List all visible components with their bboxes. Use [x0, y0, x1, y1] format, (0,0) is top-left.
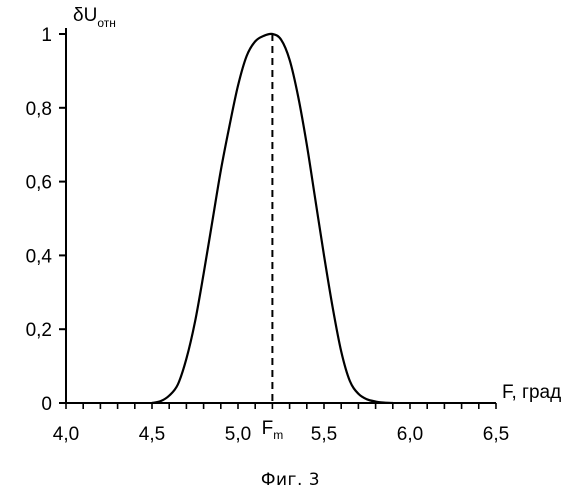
x-tick-label: 4,5 [139, 424, 165, 445]
y-tick-label: 0,4 [26, 246, 53, 267]
x-tick-label: 5,5 [311, 424, 337, 445]
x-tick-label: 6,5 [483, 424, 509, 445]
y-tick-label: 0,8 [26, 99, 52, 120]
axes [66, 28, 496, 403]
fm-label: Fm [262, 418, 284, 442]
figure-caption: Фиг. 3 [0, 470, 581, 490]
y-tick-label: 0 [41, 394, 52, 415]
y-tick-label: 0,2 [26, 320, 52, 341]
x-axis-label: F, град [502, 382, 561, 403]
y-axis-label: δUотн [73, 5, 116, 30]
y-tick-label: 1 [41, 25, 52, 46]
x-tick-label: 5,0 [225, 424, 251, 445]
fm-marker: Fm [262, 34, 284, 442]
x-tick-label: 6,0 [397, 424, 423, 445]
y-ticks: 0 0,2 0,4 0,6 0,8 1 [26, 25, 66, 415]
y-tick-label: 0,6 [26, 173, 52, 194]
x-tick-label: 4,0 [53, 424, 79, 445]
